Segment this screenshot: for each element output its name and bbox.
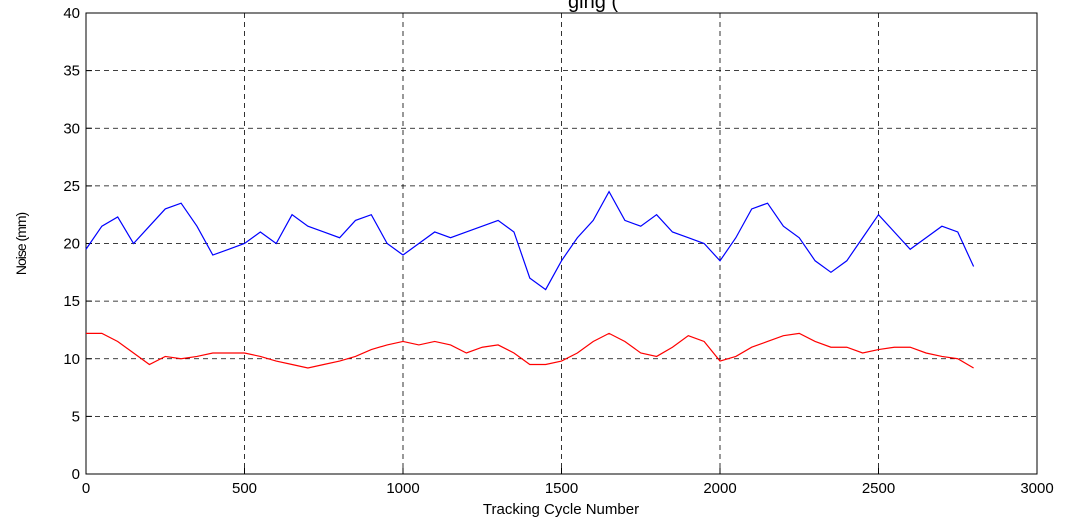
x-tick-label: 2000 (703, 480, 736, 497)
x-tick-label: 3000 (1020, 480, 1053, 497)
y-axis-label: Noise (mm) (13, 213, 29, 276)
x-tick-label: 0 (82, 480, 90, 497)
data-line (86, 332, 974, 369)
x-tick-label: 1500 (545, 480, 578, 497)
y-tick-label: 40 (63, 5, 80, 22)
y-tick-label: 5 (72, 408, 80, 425)
x-tick-label: 500 (232, 480, 257, 497)
y-tick-label: 0 (72, 466, 80, 483)
y-tick-label: 25 (63, 178, 80, 195)
plot-frame (85, 12, 1038, 475)
chart-title: ging ( (568, 0, 618, 13)
y-tick-label: 20 (63, 236, 80, 253)
x-tick-label: 2500 (862, 480, 895, 497)
y-tick-label: 30 (63, 120, 80, 137)
data-line (85, 190, 975, 291)
y-tick-label: 10 (63, 351, 80, 368)
x-tick-label: 1000 (386, 480, 419, 497)
y-tick-label: 15 (63, 293, 80, 310)
x-axis-label: Tracking Cycle Number (483, 501, 639, 518)
y-tick-label: 35 (63, 63, 80, 80)
